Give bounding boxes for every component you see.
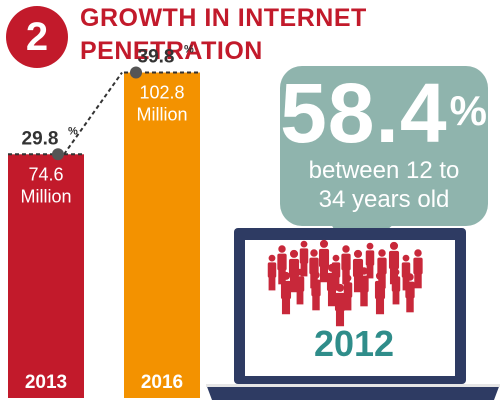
crowd-people-icon [267, 239, 423, 327]
person-icon [377, 249, 387, 289]
person-icon [388, 241, 400, 285]
title-line-2: PENETRATION [80, 37, 263, 65]
person-icon [374, 271, 386, 315]
laptop-illustration [206, 228, 500, 400]
page-title: GROWTH IN INTERNET PENETRATION [80, 2, 367, 68]
bar-2013 [8, 154, 84, 398]
marker-2013 [52, 148, 64, 161]
laptop-year-label: 2012 [313, 323, 395, 364]
value-unit-label: % [184, 44, 194, 56]
person-icon [391, 268, 401, 305]
value-unit-label: % [68, 125, 78, 137]
person-icon [326, 263, 338, 307]
callout-percentage: 58.4% [280, 68, 488, 158]
person-icon [365, 242, 375, 279]
person-icon [288, 249, 300, 293]
person-icon [343, 274, 353, 311]
bar-inside-label: Million [136, 105, 187, 125]
person-icon [299, 240, 309, 277]
bar-inside-label: 74.6 [28, 164, 63, 184]
section-number-badge: 2 [6, 6, 68, 68]
person-icon [359, 267, 369, 307]
category-label: 2016 [141, 372, 183, 393]
category-label: 2013 [25, 372, 67, 393]
marker-2016 [130, 66, 142, 79]
person-icon [352, 249, 364, 293]
person-icon [267, 254, 277, 291]
person-icon [413, 249, 423, 289]
value-label: 39.8 [138, 47, 175, 68]
callout-unit: % [449, 87, 488, 134]
person-icon [295, 268, 305, 305]
bar-inside-label: Million [20, 186, 71, 206]
callout-line-2: 34 years old [318, 186, 450, 213]
bar-inside-label: 102.8 [139, 83, 184, 103]
person-icon [334, 283, 346, 327]
value-label: 29.8 [22, 128, 59, 149]
person-icon [280, 271, 292, 315]
person-icon [405, 273, 415, 313]
title-line-1: GROWTH IN INTERNET [80, 4, 367, 32]
person-icon [318, 239, 330, 283]
person-icon [311, 271, 321, 311]
person-icon [277, 245, 287, 285]
callout-value: 58.4 [280, 66, 448, 160]
growth-connector-line [63, 71, 123, 155]
bar-2016 [124, 72, 200, 398]
callout-line-1: between 12 to [308, 157, 460, 184]
